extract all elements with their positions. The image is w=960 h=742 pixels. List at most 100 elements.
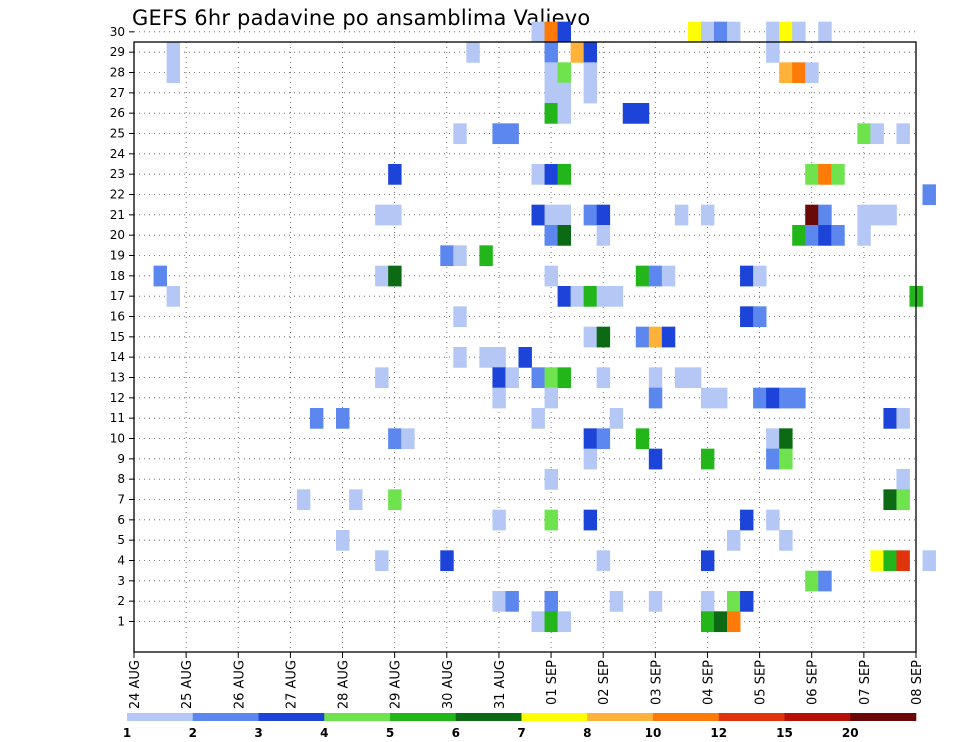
heatmap-cell (609, 408, 624, 429)
heatmap-cell (531, 408, 545, 429)
y-tick-label: 3 (117, 574, 125, 588)
y-tick-label: 5 (117, 533, 125, 547)
legend-swatch (718, 713, 785, 721)
heatmap-cell (583, 42, 598, 63)
heatmap-cell (375, 204, 389, 226)
heatmap-cell (309, 408, 324, 429)
heatmap-cell (753, 306, 767, 328)
heatmap-cell (349, 489, 363, 511)
heatmap-cell (557, 225, 572, 246)
heatmap-cell (766, 21, 780, 43)
heatmap-cell (727, 591, 741, 612)
heatmap-cell (505, 591, 519, 612)
heatmap-cell (766, 509, 780, 531)
legend-label: 7 (517, 726, 525, 740)
heatmap-cell (336, 530, 350, 551)
heatmap-cell (544, 367, 558, 389)
heatmap-cell (388, 489, 402, 511)
heatmap-cell (440, 245, 454, 267)
heatmap-cell (596, 367, 611, 389)
y-tick-label: 17 (110, 289, 125, 303)
heatmap-cell (388, 164, 402, 185)
y-tick-label: 16 (110, 310, 125, 324)
legend-swatch (127, 713, 194, 721)
heatmap-cell (700, 611, 715, 633)
heatmap-cell (505, 367, 519, 389)
heatmap-cell (779, 62, 793, 84)
legend-swatch (521, 713, 588, 721)
x-axis: 24 AUG 25 AUG 26 AUG 27 AUG 28 AUG 29 AUG 30 A… (128, 652, 925, 709)
heatmap-cell (453, 306, 467, 328)
y-tick-label: 20 (110, 228, 125, 242)
heatmap-cell (896, 550, 910, 572)
heatmap-cell (375, 265, 389, 287)
heatmap-cell (818, 225, 832, 246)
heatmap-cell (622, 103, 637, 124)
heatmap-cell (648, 265, 663, 287)
heatmap-cell (857, 123, 871, 145)
heatmap-cell (831, 225, 845, 246)
heatmap-cell (453, 245, 467, 267)
heatmap-cell (779, 21, 793, 43)
legend-swatch (784, 713, 851, 721)
heatmap-cell (753, 387, 767, 409)
heatmap-cell (596, 550, 611, 572)
heatmap-cell (896, 489, 910, 511)
y-axis: 1234567891011121314151617181920212223242… (110, 25, 134, 629)
heatmap-cell (388, 428, 402, 450)
y-tick-label: 19 (110, 249, 125, 263)
heatmap-cell (596, 326, 611, 348)
heatmap-cell (687, 21, 702, 43)
heatmap-cell (674, 204, 689, 226)
heatmap-cell (531, 21, 545, 43)
heatmap-cell (766, 448, 780, 470)
heatmap-cell (818, 21, 832, 43)
heatmap-cell (740, 265, 754, 287)
x-tick-label: 24 AUG (128, 660, 143, 709)
heatmap-cell (818, 204, 832, 226)
heatmap-cell (648, 367, 663, 389)
x-tick-label: 28 AUG (337, 660, 352, 709)
heatmap-cell (766, 387, 780, 409)
legend-label: 8 (583, 726, 591, 740)
heatmap-cell (583, 204, 598, 226)
heatmap-cell (896, 469, 910, 490)
heatmap-cell (296, 489, 311, 511)
heatmap-cell (857, 225, 871, 246)
heatmap-cell (557, 164, 572, 185)
x-tick-label: 30 AUG (441, 660, 456, 709)
y-tick-label: 25 (110, 127, 125, 141)
heatmap-cell (583, 82, 598, 104)
heatmap-cell (635, 265, 650, 287)
heatmap-cell (896, 123, 910, 145)
heatmap-cell (766, 42, 780, 63)
heatmap-cell (727, 611, 741, 633)
heatmap-cell (544, 103, 558, 124)
legend-swatch (850, 713, 917, 721)
heatmap-cell (700, 21, 715, 43)
heatmap-cell (544, 469, 558, 490)
legend-swatch (192, 713, 259, 721)
heatmap-cell (753, 265, 767, 287)
legend-swatch (258, 713, 325, 721)
heatmap-cell (870, 123, 884, 145)
legend-label: 6 (452, 726, 460, 740)
heatmap-cell (831, 164, 845, 185)
heatmap-cell (792, 62, 806, 84)
heatmap-cell (544, 62, 558, 84)
legend-label: 20 (842, 726, 859, 740)
heatmap-cell (479, 347, 493, 368)
x-tick-label: 29 AUG (389, 660, 404, 709)
x-tick-label: 27 AUG (284, 660, 299, 709)
heatmap-cell (401, 428, 415, 450)
heatmap-cell (805, 225, 819, 246)
heatmap-cell (805, 204, 819, 226)
heatmap-cell (557, 367, 572, 389)
y-tick-label: 14 (110, 350, 125, 364)
plot-frame (133, 41, 917, 653)
heatmap-cell (740, 509, 754, 531)
heatmap-cell (544, 387, 558, 409)
y-tick-label: 9 (117, 452, 125, 466)
legend-label: 15 (776, 726, 793, 740)
legend-swatch (653, 713, 720, 721)
